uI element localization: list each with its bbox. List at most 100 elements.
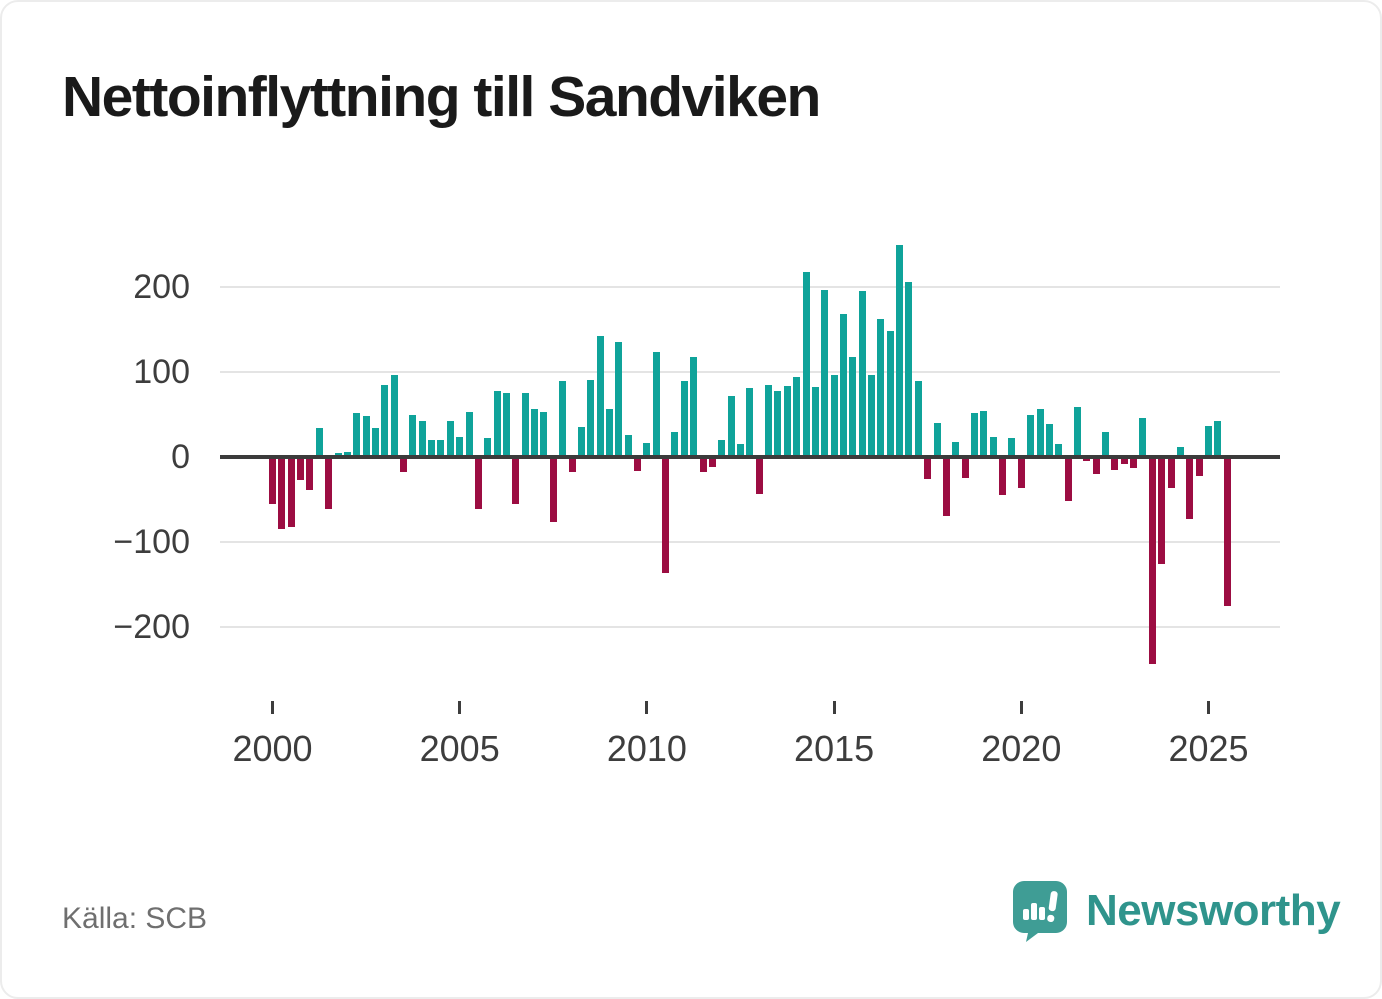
bar-2005-q1 xyxy=(456,436,464,457)
bar-2022-q3 xyxy=(1111,457,1119,470)
bar-2020-q1 xyxy=(1017,457,1025,488)
bar-2013-q4 xyxy=(783,386,791,457)
x-axis-tick-2020 xyxy=(1019,701,1023,714)
bar-2010-q1 xyxy=(643,443,651,457)
x-axis-tick-2000 xyxy=(271,701,274,714)
bar-2018-q4 xyxy=(971,412,978,457)
y-axis-label-0: 0 xyxy=(171,438,190,476)
bar-2011-q3 xyxy=(699,457,707,473)
brand-name: Newsworthy xyxy=(1086,886,1341,935)
bar-2008-q1 xyxy=(568,457,576,473)
newsworthy-logo-icon xyxy=(1013,881,1067,942)
bar-2009-q1 xyxy=(605,408,613,457)
bar-2003-q2 xyxy=(390,374,398,457)
bar-2013-q1 xyxy=(755,457,763,495)
bar-2023-q4 xyxy=(1158,457,1166,565)
bar-2005-q4 xyxy=(484,438,492,457)
bar-2001-q1 xyxy=(306,457,314,491)
bar-2001-q4 xyxy=(334,452,342,457)
bar-2025-q3 xyxy=(1223,457,1231,606)
bar-2001-q2 xyxy=(315,428,323,457)
bar-2014-q3 xyxy=(811,387,819,457)
bar-2000-q1 xyxy=(269,457,276,504)
bar-2002-q4 xyxy=(371,428,379,457)
bar-2018-q3 xyxy=(961,457,969,479)
bar-2008-q4 xyxy=(596,336,604,457)
bar-2007-q1 xyxy=(531,408,539,457)
x-axis-zero-line xyxy=(220,455,1280,459)
bar-2020-q3 xyxy=(1036,408,1044,457)
bar-2012-q2 xyxy=(727,395,735,457)
x-axis-label-2025: 2025 xyxy=(1168,728,1249,769)
bar-2004-q3 xyxy=(437,440,445,457)
bar-2011-q1 xyxy=(680,380,688,457)
x-axis-label-2010: 2010 xyxy=(606,728,687,769)
y-axis-label--100: −100 xyxy=(113,523,190,561)
bar-2024-q3 xyxy=(1186,457,1194,520)
bar-2010-q2 xyxy=(652,351,660,457)
bar-2010-q3 xyxy=(662,457,670,574)
bar-2016-q4 xyxy=(896,244,904,457)
bar-2002-q1 xyxy=(343,451,351,457)
bar-2020-q2 xyxy=(1027,414,1035,457)
bar-2007-q2 xyxy=(540,411,548,457)
bar-2014-q4 xyxy=(821,290,829,457)
bar-2012-q3 xyxy=(737,444,744,457)
bar-2011-q2 xyxy=(690,356,698,457)
bar-2010-q4 xyxy=(671,431,679,457)
bar-2017-q3 xyxy=(924,457,932,480)
bar-2018-q2 xyxy=(952,441,960,457)
bar-2021-q3 xyxy=(1073,406,1081,457)
bar-2015-q4 xyxy=(858,291,866,457)
gridline-100 xyxy=(220,371,1280,373)
x-axis-label-2005: 2005 xyxy=(419,728,500,769)
bar-2021-q4 xyxy=(1083,457,1091,462)
bar-2012-q1 xyxy=(718,440,726,457)
x-axis-tick-2010 xyxy=(645,701,649,714)
bar-2021-q2 xyxy=(1064,457,1072,502)
y-axis-label--200: −200 xyxy=(113,608,190,646)
bar-2006-q3 xyxy=(512,457,520,504)
gridline--200 xyxy=(220,626,1280,628)
bar-2004-q4 xyxy=(446,421,454,457)
bar-2023-q3 xyxy=(1148,457,1156,665)
bar-2011-q4 xyxy=(708,457,716,468)
bar-2005-q2 xyxy=(465,411,473,457)
bar-2022-q1 xyxy=(1092,457,1100,474)
bar-2006-q1 xyxy=(493,390,501,457)
x-axis-label-2020: 2020 xyxy=(981,728,1062,769)
bar-2004-q1 xyxy=(418,421,426,457)
bar-2009-q2 xyxy=(615,342,623,457)
bar-2009-q3 xyxy=(624,434,632,457)
bar-2023-q2 xyxy=(1139,417,1147,457)
bar-2019-q2 xyxy=(989,436,997,457)
chart-title: Nettoinflyttning till Sandviken xyxy=(62,65,821,129)
bar-2007-q4 xyxy=(559,381,567,457)
bar-2014-q2 xyxy=(802,271,810,457)
bar-2021-q1 xyxy=(1055,444,1063,457)
bar-2008-q3 xyxy=(587,379,595,457)
bar-2000-q3 xyxy=(287,457,295,527)
bar-2003-q4 xyxy=(409,414,417,457)
bar-2015-q3 xyxy=(849,356,857,457)
bar-2019-q3 xyxy=(999,457,1007,496)
bar-2018-q1 xyxy=(942,457,950,516)
x-axis-label-2000: 2000 xyxy=(232,728,313,769)
bar-2006-q2 xyxy=(503,393,510,457)
bar-2019-q1 xyxy=(980,411,988,457)
bar-2008-q2 xyxy=(577,427,585,457)
x-axis-tick-2005 xyxy=(458,701,462,714)
y-axis-label-100: 100 xyxy=(133,353,190,391)
bar-2016-q2 xyxy=(877,319,885,457)
bar-2020-q4 xyxy=(1045,423,1053,457)
bar-2017-q1 xyxy=(905,281,913,457)
bar-2014-q1 xyxy=(793,377,801,457)
x-axis-tick-2025 xyxy=(1207,701,1210,714)
x-axis-tick-2015 xyxy=(832,701,836,714)
bar-2015-q1 xyxy=(830,375,838,457)
bar-2009-q4 xyxy=(634,457,642,472)
bar-2013-q3 xyxy=(774,390,782,457)
gridline--100 xyxy=(220,541,1280,543)
bar-2013-q2 xyxy=(765,384,773,457)
bar-2006-q4 xyxy=(521,393,529,457)
